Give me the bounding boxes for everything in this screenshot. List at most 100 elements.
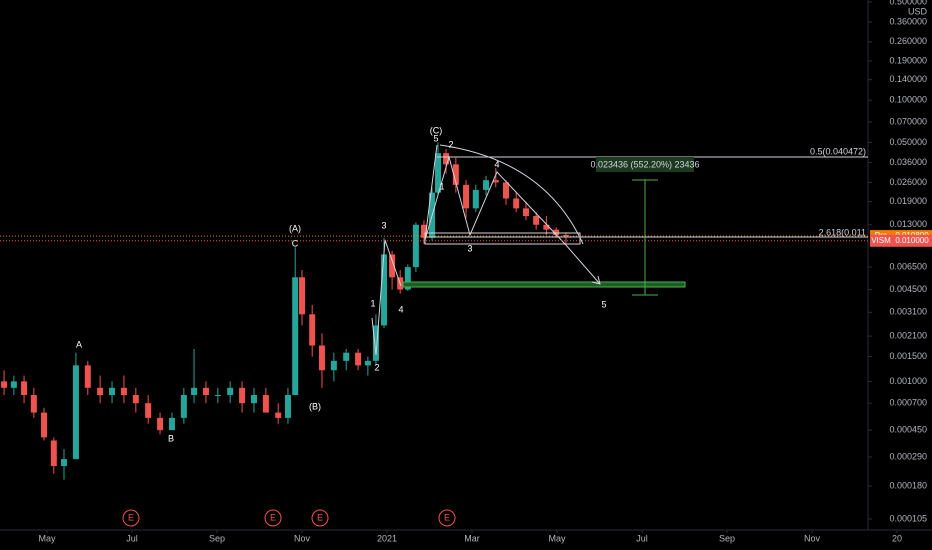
y-tick-label: 0.050000 xyxy=(889,137,927,147)
candle-body xyxy=(343,352,350,361)
x-tick-label: Sep xyxy=(719,533,735,543)
candle-body xyxy=(404,267,411,290)
wave-line xyxy=(424,144,566,245)
target-zone xyxy=(402,281,686,288)
candle-body xyxy=(355,352,362,366)
candle-body xyxy=(120,387,127,396)
candle-body xyxy=(502,182,509,199)
candle-body xyxy=(513,198,520,209)
y-tick-label: 0.100000 xyxy=(889,95,927,105)
price-tag-name: VISM xyxy=(871,236,891,245)
y-tick-label: 0.000700 xyxy=(889,398,927,408)
candle-body xyxy=(30,395,37,413)
plot-area xyxy=(1,142,569,480)
candle-body xyxy=(41,412,48,438)
candle-body xyxy=(50,440,57,467)
earnings-circle xyxy=(122,509,140,527)
x-tick-label: May xyxy=(38,533,56,543)
candle-body xyxy=(109,387,116,396)
x-tick-label: Jul xyxy=(126,533,138,543)
y-tick-label: 0.026000 xyxy=(889,177,927,187)
wave-label: 2 xyxy=(374,362,379,372)
price-tag-name-bg xyxy=(870,234,892,247)
candle-body xyxy=(292,277,299,396)
y-tick-label: 0.004500 xyxy=(889,284,927,294)
candle-body xyxy=(157,417,164,431)
candle-body xyxy=(1,381,8,388)
y-tick-label: 0.260000 xyxy=(889,36,927,46)
wave-label: 5 xyxy=(601,299,606,309)
y-tick-label: 0.140000 xyxy=(889,74,927,84)
fib-label: 0.5(0.040472) xyxy=(810,146,866,156)
y-tick-label: 0.000450 xyxy=(889,425,927,435)
earnings-label[interactable]: E xyxy=(444,512,450,522)
x-tick-label: Nov xyxy=(294,533,311,543)
candle-body xyxy=(21,381,28,396)
y-tick-label: 0.013000 xyxy=(889,219,927,229)
candle-body xyxy=(214,395,221,397)
candle-body xyxy=(262,395,269,413)
candle-body xyxy=(298,277,305,315)
wave-label: 1 xyxy=(370,298,375,308)
wave-label: 3 xyxy=(381,220,386,230)
y-tick-label: 0.000180 xyxy=(889,480,927,490)
y-tick-label: 0.360000 xyxy=(889,16,927,26)
price-tag-label: 0.010000 xyxy=(895,236,929,245)
candle-body xyxy=(420,224,427,238)
earnings-circle xyxy=(438,509,456,527)
earnings-label[interactable]: E xyxy=(128,512,134,522)
currency-label: USD xyxy=(908,6,928,16)
wave-label: 4 xyxy=(398,304,403,314)
candle-body xyxy=(452,164,459,185)
candle-body xyxy=(84,365,91,388)
wave-line xyxy=(371,239,402,356)
candle-body xyxy=(318,345,325,371)
y-tick-label: 0.003100 xyxy=(889,307,927,317)
wave-label: 1 xyxy=(439,181,444,191)
arrow-head xyxy=(591,275,601,285)
wave-label: A xyxy=(76,339,82,349)
candle-body xyxy=(522,208,529,217)
candle-body xyxy=(168,417,175,431)
candle-body xyxy=(202,387,209,396)
candle-body xyxy=(381,254,388,326)
candle-body xyxy=(145,403,152,418)
candle-body xyxy=(434,153,441,193)
earnings-circle xyxy=(264,509,282,527)
wave-label: (C) xyxy=(430,125,443,135)
price-tag-bg xyxy=(892,234,932,247)
candle-body xyxy=(97,387,104,396)
measure-box xyxy=(596,157,694,172)
y-tick-label: 0.036000 xyxy=(889,157,927,167)
y-tick-label: 0.070000 xyxy=(889,116,927,126)
candle-body xyxy=(562,234,569,237)
fib-label: 2.618(0.011 xyxy=(819,227,866,237)
candle-body xyxy=(472,189,479,209)
earnings-label[interactable]: E xyxy=(317,512,323,522)
wave-label: 5 xyxy=(433,133,438,143)
candle-body xyxy=(227,387,234,396)
y-tick-label: 0.500000 xyxy=(889,0,927,6)
candle-body xyxy=(250,395,257,404)
wave-label: C xyxy=(292,238,299,248)
earnings-markers: E E E E xyxy=(122,509,456,527)
y-tick-label: 0.000105 xyxy=(889,513,927,523)
x-tick-label: 2021 xyxy=(377,533,397,543)
candle-body xyxy=(10,381,17,388)
x-tick-label: Mar xyxy=(464,533,480,543)
y-tick-label: 0.001500 xyxy=(889,351,927,361)
earnings-label[interactable]: E xyxy=(270,512,276,522)
candle-body xyxy=(132,395,139,404)
candle-body xyxy=(191,387,198,396)
candle-body xyxy=(553,229,560,235)
candle-body xyxy=(180,395,187,418)
candle-body xyxy=(275,412,282,418)
candle-body xyxy=(372,325,379,361)
x-tick-label: 20 xyxy=(892,533,902,543)
candle-body xyxy=(364,360,371,366)
candle-body xyxy=(330,360,337,371)
candle-body xyxy=(72,365,79,460)
x-tick-label: Sep xyxy=(209,533,225,543)
x-tick-label: Nov xyxy=(804,533,821,543)
wave-label: (A) xyxy=(289,223,301,233)
